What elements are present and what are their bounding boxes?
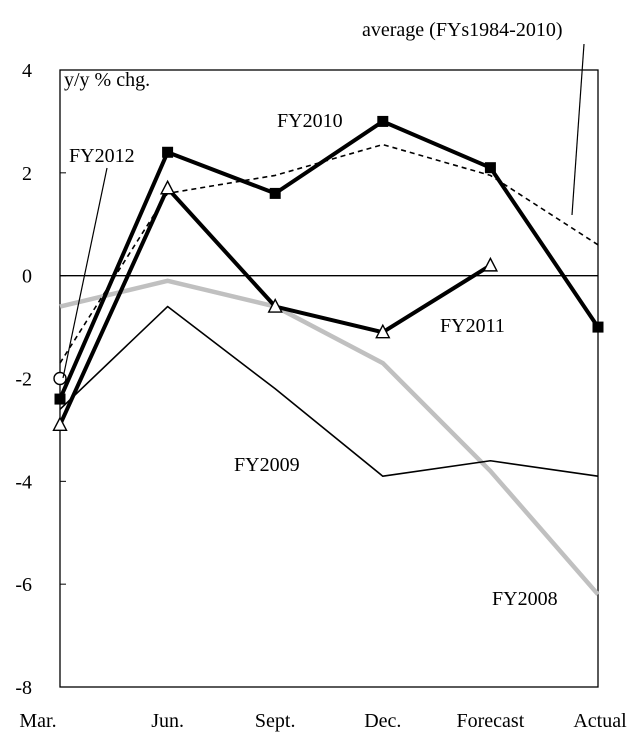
series-label-fy2012: FY2012 <box>69 145 135 167</box>
leader-line-fy2012 <box>62 167 108 379</box>
series-line <box>59 278 600 596</box>
labels-layer: y/y % chg. average (FYs1984-2010) FY2010… <box>62 19 585 610</box>
y-tick-label: 4 <box>22 60 32 82</box>
x-tick-label: Jun. <box>151 710 184 732</box>
series-fy2009 <box>59 305 599 477</box>
series-line <box>58 119 600 400</box>
y-tick-label: 2 <box>22 163 32 185</box>
series-layer <box>52 115 604 596</box>
data-point-triangle <box>482 256 499 272</box>
series-label-fy2011: FY2011 <box>440 315 505 337</box>
series-line <box>59 143 599 364</box>
y-tick-label: -2 <box>15 369 32 391</box>
x-tick-label: Sept. <box>255 710 296 732</box>
series-label-fy2009: FY2009 <box>234 454 300 476</box>
x-tick-label: Actual <box>573 710 627 732</box>
data-point-square <box>377 115 389 127</box>
series-fy2010 <box>54 115 604 405</box>
series-fy2011 <box>52 179 499 431</box>
data-point-triangle <box>375 323 391 339</box>
y-tick-label: -6 <box>15 574 32 596</box>
series-label-fy2008: FY2008 <box>492 588 558 610</box>
y-tick-label: -4 <box>15 471 32 493</box>
axes: 4 2 0 -2 -4 -6 -8 Mar. Jun. Sept. Dec. Forecast Actu… <box>15 60 627 732</box>
series-label-fy2010: FY2010 <box>277 110 343 132</box>
leader-line-average <box>571 43 585 216</box>
data-point-square <box>269 187 281 199</box>
series-line <box>59 305 599 477</box>
data-point-triangle <box>52 416 68 431</box>
data-point-triangle <box>267 297 283 313</box>
data-point-square <box>162 146 174 158</box>
y-tick-label: 0 <box>22 266 32 288</box>
x-tick-label: Dec. <box>364 710 401 732</box>
x-tick-label: Mar. <box>19 710 56 732</box>
series-label-average: average (FYs1984-2010) <box>362 19 563 41</box>
data-point-triangle <box>159 179 176 195</box>
x-tick-label: Forecast <box>457 710 525 732</box>
series-average-fys1984-2010 <box>59 143 599 364</box>
data-point-square <box>54 393 66 405</box>
data-point-square <box>484 162 496 174</box>
y-axis-label: y/y % chg. <box>64 69 150 91</box>
y-tick-label: -8 <box>15 677 32 699</box>
series-fy2008 <box>59 278 600 596</box>
data-point-square <box>592 321 604 333</box>
